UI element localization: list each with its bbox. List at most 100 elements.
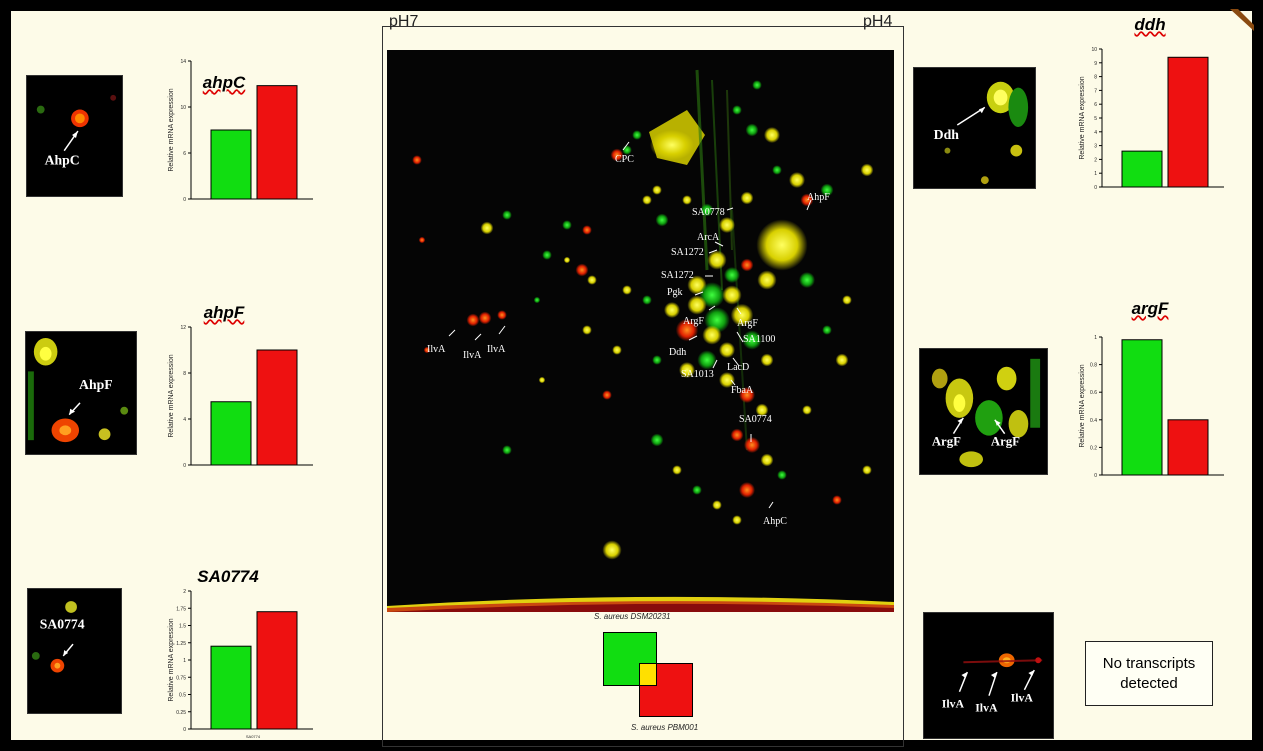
- sa0774-chart-title: SA0774: [197, 567, 259, 586]
- ilva-inset-label-3: IlvA: [1011, 691, 1034, 705]
- gel-spot: [697, 350, 717, 370]
- gel-spot: [730, 303, 754, 327]
- y-axis-label: Relative mRNA expression: [1079, 76, 1086, 159]
- gel-spot: [587, 275, 597, 285]
- gel-spot: [655, 213, 669, 227]
- argf-bar-chart: 1 0.8 0.6 0.4 0.2 0 Relative mRNA expression: [1064, 327, 1234, 497]
- gel-spot: [740, 258, 754, 272]
- gel-arrow: [688, 335, 698, 341]
- sa0774-chart-svg: 2 1.75 1.5 1.25 1 0.75 0.5 0.25 0 Relative mRNA e…: [168, 589, 313, 739]
- gel-spot-label: AhpF: [807, 192, 830, 203]
- y-tick-label: 0.2: [1090, 445, 1097, 451]
- no-transcripts-note: No transcripts detected: [1085, 641, 1213, 706]
- gel-spots: [412, 80, 874, 560]
- gel-spot-label: SA0778: [692, 207, 725, 218]
- y-tick-label: 5: [1094, 116, 1097, 122]
- gel-labels: CPC SA0778 AhpF ArcA SA1272 SA1272 Pgk ArgF ArgF…: [427, 141, 830, 527]
- gel-spot: [610, 148, 624, 162]
- gel-spot: [822, 325, 832, 335]
- gel-spot: [772, 165, 782, 175]
- ahpf-spot-inset: AhpF: [25, 331, 137, 455]
- gel-spot: [582, 325, 592, 335]
- gel-arrow: [806, 199, 812, 211]
- ahpf-inset-label: AhpF: [79, 377, 113, 392]
- y-tick-label: 6: [183, 151, 186, 157]
- y-tick-label: 2: [183, 589, 186, 595]
- gel-spot: [497, 310, 507, 320]
- gel-spot: [739, 387, 755, 403]
- legend-bottom-text: S. aureus PBM001: [631, 723, 699, 732]
- ahpf-chart-svg: 12 8 4 0 Relative mRNA expression: [168, 325, 313, 469]
- gel-spot-label: LacD: [727, 362, 749, 373]
- sa0774-spot-inset: SA0774: [27, 588, 122, 714]
- y-tick-label: 7: [1094, 88, 1097, 94]
- gel-spot: [478, 311, 492, 325]
- gel-spot-label: SA0774: [739, 414, 772, 425]
- gel-spot-label: IlvA: [427, 344, 446, 355]
- gel-spot: [760, 353, 774, 367]
- gel-spot: [502, 210, 512, 220]
- gel-spot: [602, 390, 612, 400]
- y-tick-label: 4: [183, 417, 186, 423]
- gel-spot: [575, 263, 589, 277]
- gel-spot: [722, 285, 742, 305]
- y-tick-label: 8: [1094, 75, 1097, 81]
- gel-panel-frame: [382, 26, 904, 747]
- gel-spot-label: SA1100: [743, 334, 775, 345]
- y-axis-label: Relative mRNA expression: [168, 88, 175, 171]
- gel-spot: [724, 267, 740, 283]
- gel-arrow: [694, 291, 704, 296]
- ddh-spot-inset: Ddh: [913, 67, 1036, 189]
- gel-arrow: [708, 249, 718, 254]
- y-tick-label: 1.25: [176, 641, 186, 647]
- gel-spot: [563, 256, 571, 264]
- gel-arrow: [474, 333, 482, 341]
- ahpc-bar-chart: 14 10 6 0 Relative mRNA expression: [153, 51, 323, 221]
- ahpc-inset-label: AhpC: [45, 152, 80, 167]
- gel-spot: [862, 465, 872, 475]
- gel-spot: [652, 355, 662, 365]
- gel-spot-label: ArcA: [697, 232, 720, 243]
- argf-spot-inset: ArgF ArgF: [919, 348, 1048, 475]
- y-tick-label: 6: [1094, 102, 1097, 108]
- gel-spot-label: CPC: [615, 154, 634, 165]
- gel-spot: [664, 302, 680, 318]
- gel-spot-label: IlvA: [487, 344, 506, 355]
- gel-spot: [533, 296, 541, 304]
- gel-spot: [802, 405, 812, 415]
- y-tick-label: 3: [1094, 144, 1097, 150]
- y-tick-label: 0.5: [179, 693, 186, 699]
- ahpc-spot-inset: AhpC: [26, 75, 123, 197]
- gel-spot: [832, 495, 842, 505]
- gel-spot: [719, 372, 735, 388]
- gel-spot: [732, 105, 742, 115]
- gel-spot: [679, 362, 695, 378]
- x-axis-label: SA0774: [246, 734, 261, 739]
- gel-spot: [742, 330, 762, 350]
- gel-spot-label: SA1272: [661, 270, 694, 281]
- ahpc-chart-svg: 14 10 6 0 Relative mRNA expression: [168, 59, 313, 203]
- gel-arrow: [732, 357, 740, 367]
- gel-spot: [799, 272, 815, 288]
- bar-dsm20231: [210, 645, 252, 730]
- gel-arrow: [726, 207, 734, 211]
- gel-spot: [744, 437, 760, 453]
- gel-spot-label: AhpC: [763, 516, 787, 527]
- gel-spot-label: SA1013: [681, 369, 714, 380]
- gel-spot: [542, 250, 552, 260]
- gel-arrow: [736, 331, 744, 343]
- y-tick-label: 10: [180, 105, 186, 111]
- gel-spot: [842, 295, 852, 305]
- gel-spot: [755, 403, 769, 417]
- y-tick-label: 14: [180, 59, 186, 65]
- y-tick-label: 10: [1091, 47, 1097, 53]
- figure-frame: AhpC ahpC 14 10 6 0 Relative mRNA expression…: [10, 9, 1254, 747]
- gel-arrow: [714, 241, 724, 247]
- gel-spot: [480, 221, 494, 235]
- gel-spot: [652, 185, 662, 195]
- corner-ornament: [1230, 9, 1254, 31]
- ddh-chart-title: ddh: [1134, 15, 1166, 34]
- y-tick-label: 2: [1094, 157, 1097, 163]
- y-tick-label: 1: [183, 658, 186, 664]
